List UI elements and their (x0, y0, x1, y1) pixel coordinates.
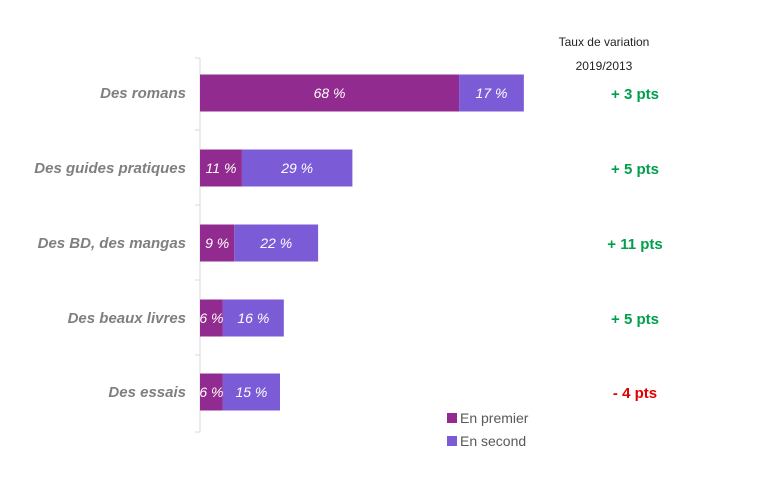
bar-en-premier-des-beaux-livres (200, 299, 223, 337)
legend-label-en-premier: En premier (460, 410, 529, 426)
bar-en-second-des-romans (459, 74, 524, 112)
bar-en-premier-des-bd-des-mangas (200, 224, 235, 262)
bar-en-second-des-beaux-livres (222, 299, 284, 337)
category-label-des-bd-des-mangas: Des BD, des mangas (38, 235, 186, 252)
data-label-en-second-des-beaux-livres: 16 % (237, 310, 269, 326)
data-label-en-premier-des-beaux-livres: 6 % (199, 310, 223, 326)
category-label-des-guides-pratiques: Des guides pratiques (34, 160, 186, 177)
bar-en-premier-des-guides-pratiques (200, 149, 242, 187)
category-label-des-beaux-livres: Des beaux livres (68, 310, 186, 327)
data-label-en-second-des-guides-pratiques: 29 % (280, 160, 313, 176)
variation-value-des-bd-des-mangas: + 11 pts (607, 236, 662, 253)
variation-value-des-guides-pratiques: + 5 pts (611, 161, 659, 178)
legend: En premier En second (447, 410, 529, 449)
data-label-en-premier-des-guides-pratiques: 11 % (206, 160, 237, 176)
bar-en-second-des-essais (222, 373, 281, 411)
data-label-en-second-des-essais: 15 % (235, 384, 267, 400)
category-label-des-essais: Des essais (108, 384, 186, 401)
variation-title-line2: 2019/2013 (576, 59, 633, 73)
legend-swatch-en-premier (447, 413, 457, 423)
category-label-des-romans: Des romans (100, 85, 186, 102)
variation-title-line1: Taux de variation (559, 35, 650, 49)
legend-swatch-en-second (447, 436, 457, 446)
bar-en-premier-des-essais (200, 373, 223, 411)
variation-value-des-essais: - 4 pts (613, 385, 657, 402)
data-label-en-second-des-bd-des-mangas: 22 % (259, 235, 292, 251)
data-label-en-second-des-romans: 17 % (476, 85, 508, 101)
variation-value-des-beaux-livres: + 5 pts (611, 311, 659, 328)
bar-en-second-des-guides-pratiques (241, 149, 353, 187)
bar-en-premier-des-romans (200, 74, 460, 112)
variation-value-des-romans: + 3 pts (611, 86, 659, 103)
data-label-en-premier-des-bd-des-mangas: 9 % (205, 235, 229, 251)
data-label-en-premier-des-romans: 68 % (314, 85, 346, 101)
data-label-en-premier-des-essais: 6 % (199, 384, 223, 400)
legend-label-en-second: En second (460, 433, 526, 449)
bar-en-second-des-bd-des-mangas (234, 224, 319, 262)
